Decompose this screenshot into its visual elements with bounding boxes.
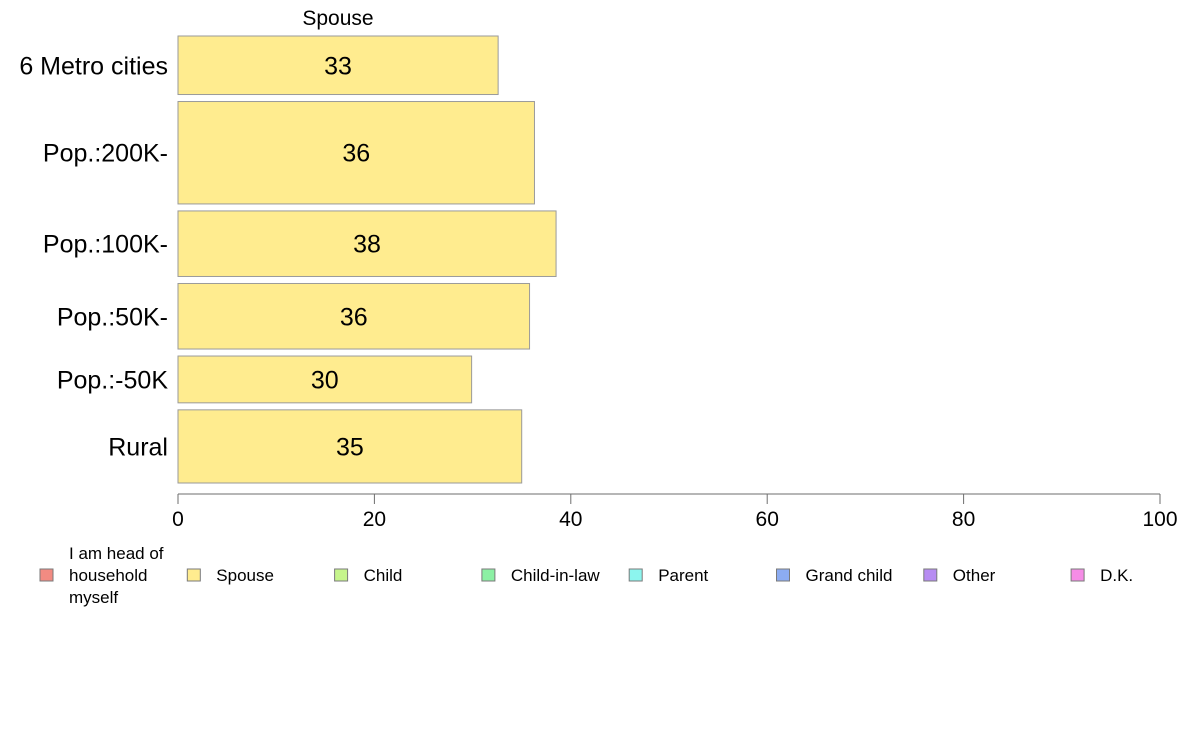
- x-axis: 0 20 40 60 80 100: [172, 493, 1178, 531]
- data-label: 35: [336, 433, 364, 461]
- bar: [177, 35, 499, 96]
- x-tick-label: 100: [1142, 508, 1177, 531]
- data-label: 36: [342, 140, 370, 168]
- legend-label: Other: [953, 566, 996, 585]
- legend-swatch: [334, 568, 349, 582]
- legend-label: Grand child: [806, 566, 893, 585]
- category-label: Pop.:50K-: [57, 303, 168, 331]
- x-tick-label: 80: [952, 508, 975, 531]
- bar: [177, 101, 535, 205]
- bar: [177, 210, 557, 277]
- legend-swatch: [628, 568, 643, 582]
- x-tick-label: 40: [559, 508, 582, 531]
- bar: [177, 409, 523, 484]
- data-label: 36: [340, 303, 368, 331]
- legend-label: Child: [364, 566, 403, 585]
- category-label: Pop.:100K-: [43, 231, 168, 259]
- legend-label: myself: [69, 588, 118, 607]
- bar-group: 33 36 38 36 30 35: [177, 35, 557, 484]
- legend-swatch: [923, 568, 938, 582]
- category-labels: 6 Metro cities Pop.:200K- Pop.:100K- Pop.:5…: [19, 52, 168, 461]
- bar: [177, 355, 473, 404]
- category-label: Pop.:-50K: [57, 366, 169, 394]
- legend-swatch: [481, 568, 496, 582]
- bar: [177, 282, 531, 350]
- header-label: Spouse: [302, 7, 373, 30]
- legend-label: I am head of: [69, 544, 164, 563]
- legend-swatch: [39, 568, 54, 582]
- legend-label: Child-in-law: [511, 566, 601, 585]
- legend-swatch: [1070, 568, 1085, 582]
- category-label: Pop.:200K-: [43, 140, 168, 168]
- x-tick-label: 60: [756, 508, 779, 531]
- legend-label: Spouse: [216, 566, 274, 585]
- legend-swatch: [776, 568, 790, 582]
- legend-label: Parent: [658, 566, 708, 585]
- x-tick-label: 0: [172, 508, 184, 531]
- x-tick-label: 20: [363, 508, 386, 531]
- category-label: 6 Metro cities: [19, 52, 168, 80]
- legend-label: household: [69, 566, 147, 585]
- legend-swatch: [186, 568, 201, 582]
- legend-label: D.K.: [1100, 566, 1133, 585]
- category-label: Rural: [108, 433, 168, 461]
- legend: I am head of household myself Spouse Child Ch…: [39, 544, 1133, 607]
- data-label: 33: [324, 52, 352, 80]
- data-label: 38: [353, 231, 381, 259]
- data-label: 30: [311, 366, 339, 394]
